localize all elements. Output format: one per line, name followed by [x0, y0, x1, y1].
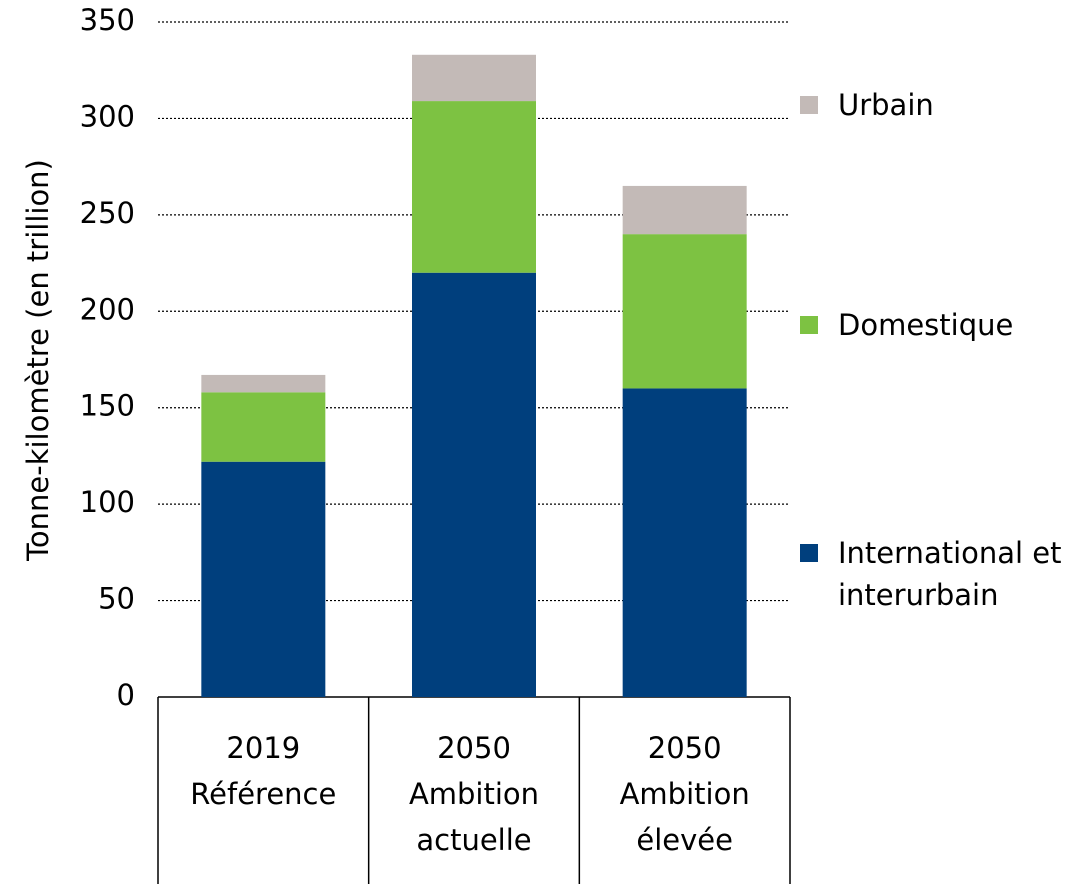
bar-segment: [201, 461, 326, 697]
y-tick-label: 250: [80, 196, 135, 230]
category-scenario: Référence: [190, 777, 337, 811]
bar-segment: [412, 101, 536, 273]
bar-segment: [201, 374, 326, 393]
bar-segment: [622, 234, 747, 389]
category-scenario: Ambition élevée: [619, 777, 750, 857]
legend-swatch: [800, 316, 818, 334]
category-year: 2050: [437, 731, 511, 765]
category-scenario: Ambition actuelle: [408, 777, 540, 857]
bar-segment: [412, 272, 536, 697]
y-axis-label: Tonne-kilomètre (en trillion): [21, 159, 55, 562]
bar-segment: [622, 185, 747, 235]
bar-segment: [412, 54, 536, 102]
y-tick-label: 300: [80, 99, 135, 133]
category-label: 2050 Ambition élevée: [590, 725, 780, 863]
bar-segment: [622, 388, 747, 697]
category-label: 2019 Référence: [168, 725, 358, 817]
legend-label: Domestique: [838, 308, 1014, 342]
y-tick-label: 0: [117, 678, 135, 712]
y-tick-label: 150: [80, 389, 135, 423]
y-tick-label: 50: [98, 582, 135, 616]
y-tick-label: 200: [80, 292, 135, 326]
y-tick-label: 100: [80, 485, 135, 519]
legend-label: Urbain: [838, 88, 934, 122]
category-label: 2050 Ambition actuelle: [379, 725, 569, 863]
legend-label: International et interurbain: [838, 536, 1062, 612]
y-tick-label: 350: [80, 3, 135, 37]
category-year: 2019: [226, 731, 301, 765]
legend-swatch: [800, 544, 818, 562]
bar-segment: [201, 392, 326, 462]
category-year: 2050: [647, 731, 722, 765]
legend-swatch: [800, 96, 818, 114]
